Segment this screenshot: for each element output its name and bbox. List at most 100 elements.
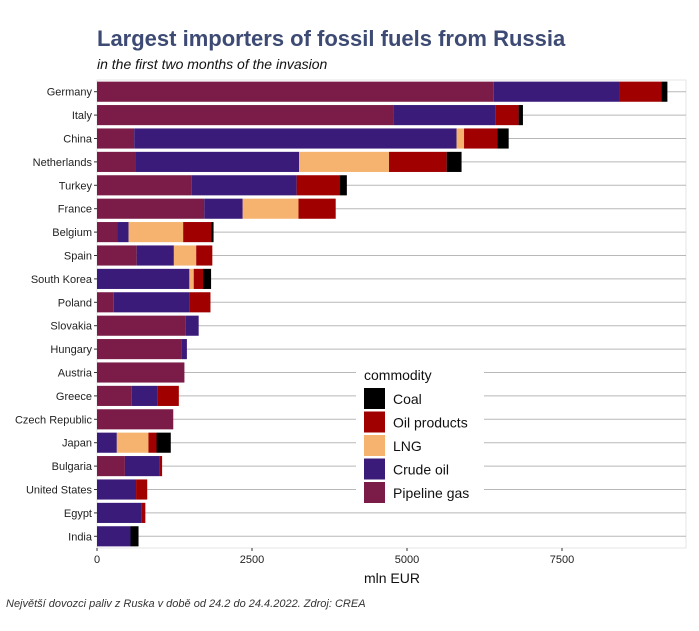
bar-united-states-crude-oil [97,479,137,500]
x-tick-layer: 0 2500 5000 7500 [94,548,574,566]
bar-india-crude-oil [97,526,131,547]
bar-france-lng [242,198,299,219]
y-tick-label: Belgium [52,227,92,239]
y-tick-label: Egypt [64,508,92,520]
bar-czech-republic-pipeline-gas [97,409,174,430]
bar-germany-oil-products [619,81,662,102]
bar-poland-crude-oil [113,292,190,313]
bar-italy-crude-oil [393,105,496,126]
bar-slovakia-crude-oil [185,315,199,336]
y-tick-label: United States [26,485,93,497]
bar-spain-oil-products [196,245,213,266]
bar-netherlands-coal [446,151,462,172]
bar-china-pipeline-gas [97,128,135,149]
bar-china-coal [497,128,509,149]
y-tick-label: Spain [64,251,92,263]
bar-turkey-coal [340,175,347,196]
y-tick-label: South Korea [31,274,93,286]
bar-germany-pipeline-gas [97,81,494,102]
bar-turkey-oil-products [296,175,341,196]
bar-greece-pipeline-gas [97,385,132,406]
y-tick-label: Japan [62,438,92,450]
y-tick-label: Slovakia [50,321,92,333]
y-tick-label: Turkey [59,180,93,192]
y-tick-label: Italy [72,110,93,122]
bar-belgium-lng [128,222,184,243]
legend-label-coal: Coal [393,391,422,407]
legend-key-lng [364,435,385,456]
bar-germany-coal [661,81,668,102]
bar-italy-coal [518,105,523,126]
bar-netherlands-oil-products [389,151,447,172]
x-axis-title: mln EUR [364,570,420,586]
bar-belgium-oil-products [183,222,212,243]
bar-netherlands-pipeline-gas [97,151,136,172]
bar-hungary-pipeline-gas [97,339,182,360]
bar-france-crude-oil [204,198,243,219]
y-tick-label: Greece [56,391,92,403]
chart-title: Largest importers of fossil fuels from R… [97,26,566,51]
bar-poland-pipeline-gas [97,292,114,313]
legend: commodity Coal Oil products LNG Crude oil Pi… [356,362,484,504]
bar-south-korea-oil-products [193,268,204,289]
bar-belgium-coal [211,222,214,243]
x-tick-label: 2500 [240,554,264,566]
bar-bulgaria-crude-oil [124,456,160,477]
bar-belgium-crude-oil [117,222,129,243]
legend-label-pipeline-gas: Pipeline gas [393,485,469,501]
bars-layer [97,81,668,547]
bar-france-pipeline-gas [97,198,205,219]
bar-india-coal [130,526,139,547]
bar-france-oil-products [298,198,336,219]
bar-south-korea-coal [203,268,212,289]
bar-turkey-pipeline-gas [97,175,192,196]
legend-key-pipeline-gas [364,482,385,503]
legend-key-coal [364,388,385,409]
y-tick-label: Netherlands [33,157,93,169]
y-tick-label: Bulgaria [52,461,93,473]
bar-poland-oil-products [189,292,211,313]
y-tick-label: France [58,204,92,216]
bar-netherlands-lng [299,151,390,172]
y-tick-label: Czech Republic [15,414,93,426]
y-tick-label: Poland [58,297,92,309]
y-tick-label: Germany [47,87,93,99]
y-tick-label: Hungary [50,344,92,356]
legend-title: commodity [364,367,432,383]
source-caption: Největší dovozci paliv z Ruska v době od… [6,598,366,610]
legend-background [356,362,484,504]
legend-key-crude-oil [364,458,385,480]
bar-austria-pipeline-gas [97,362,185,383]
bar-germany-crude-oil [493,81,620,102]
bar-spain-pipeline-gas [97,245,137,266]
y-tick-layer: Germany Italy China Netherlands Turkey France… [15,87,97,543]
bar-south-korea-lng [189,268,194,289]
bar-japan-lng [116,432,149,453]
y-tick-label: China [63,134,93,146]
legend-label-lng: LNG [393,438,422,454]
y-tick-label: India [68,531,93,543]
bar-spain-crude-oil [136,245,174,266]
bar-turkey-crude-oil [191,175,297,196]
chart-subtitle: in the first two months of the invasion [97,56,328,72]
bar-japan-oil-products [148,432,157,453]
bar-italy-pipeline-gas [97,105,394,126]
x-tick-label: 5000 [395,554,419,566]
bar-china-lng [456,128,465,149]
legend-key-oil-products [364,411,385,433]
bar-japan-crude-oil [97,432,117,453]
bar-south-korea-crude-oil [97,268,190,289]
bar-netherlands-crude-oil [135,151,300,172]
bar-italy-oil-products [495,105,519,126]
x-tick-label: 7500 [550,554,574,566]
y-tick-label: Austria [58,368,93,380]
bar-belgium-pipeline-gas [97,222,118,243]
legend-label-crude-oil: Crude oil [393,462,449,478]
bar-hungary-crude-oil [181,339,187,360]
bar-greece-crude-oil [131,385,158,406]
bar-greece-oil-products [157,385,179,406]
bar-bulgaria-pipeline-gas [97,456,125,477]
bar-united-states-oil-products [136,479,148,500]
legend-label-oil-products: Oil products [393,415,468,431]
